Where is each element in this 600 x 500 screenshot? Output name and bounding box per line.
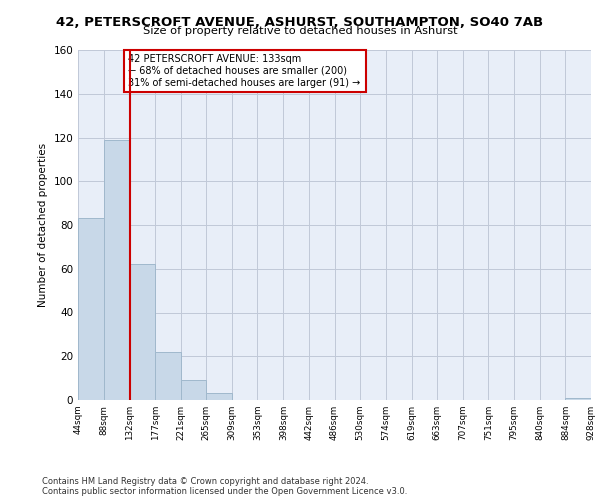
Bar	[78, 218, 104, 400]
Bar	[206, 394, 232, 400]
Text: Contains HM Land Registry data © Crown copyright and database right 2024.
Contai: Contains HM Land Registry data © Crown c…	[42, 476, 407, 496]
Text: 42, PETERSCROFT AVENUE, ASHURST, SOUTHAMPTON, SO40 7AB: 42, PETERSCROFT AVENUE, ASHURST, SOUTHAM…	[56, 16, 544, 29]
Text: 42 PETERSCROFT AVENUE: 133sqm
← 68% of detached houses are smaller (200)
31% of : 42 PETERSCROFT AVENUE: 133sqm ← 68% of d…	[128, 54, 361, 88]
Bar	[565, 398, 591, 400]
Y-axis label: Number of detached properties: Number of detached properties	[38, 143, 48, 307]
Bar	[155, 352, 181, 400]
Bar	[104, 140, 129, 400]
Text: Size of property relative to detached houses in Ashurst: Size of property relative to detached ho…	[143, 26, 457, 36]
Bar	[129, 264, 155, 400]
Bar	[181, 380, 206, 400]
